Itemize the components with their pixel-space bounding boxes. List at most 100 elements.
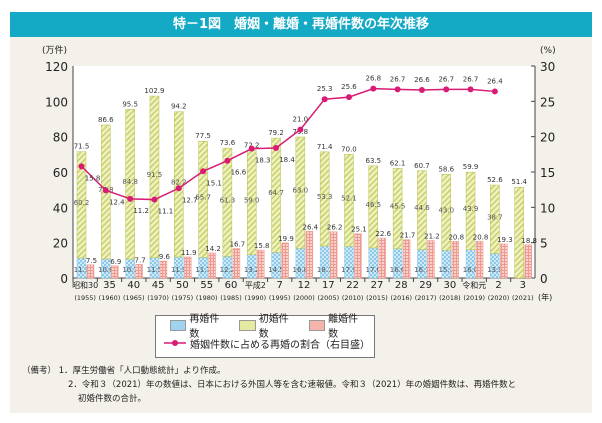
x-tick-label-western: (2019) — [463, 294, 485, 302]
ratio-label: 15.8 — [85, 174, 101, 182]
label-remarriage: 11.3 — [74, 266, 90, 274]
bar-first-marriage — [441, 174, 451, 251]
ratio-point — [394, 86, 401, 93]
ratio-point — [151, 196, 158, 203]
right-tick-label: 30 — [540, 60, 555, 74]
label-first-marriage: 46.5 — [365, 201, 381, 209]
label-divorce: 18.8 — [521, 237, 537, 245]
x-axis-unit: (年) — [538, 292, 552, 302]
label-marriage-total: 71.5 — [74, 143, 90, 151]
bar-first-marriage — [392, 168, 403, 249]
x-tick-label: 17 — [322, 280, 335, 291]
right-tick-label: 10 — [540, 201, 555, 215]
ratio-label: 15.1 — [206, 179, 222, 187]
ratio-label: 21.0 — [293, 116, 309, 124]
bar-divorce — [354, 233, 362, 279]
bar-first-marriage — [125, 109, 135, 260]
label-first-marriage: 45.5 — [390, 202, 406, 210]
x-tick-label: 3 — [520, 280, 526, 291]
label-marriage-total: 60.7 — [414, 162, 430, 170]
label-first-marriage: 63.0 — [293, 187, 309, 195]
bar-divorce — [451, 241, 459, 279]
right-tick-label: 0 — [540, 272, 548, 286]
bar-divorce — [135, 264, 143, 279]
right-tick-label: 20 — [540, 131, 555, 145]
bar-first-marriage — [417, 170, 427, 250]
bar-divorce — [378, 237, 387, 279]
label-first-marriage: 59.0 — [244, 197, 260, 205]
bar-first-marriage — [368, 165, 379, 249]
label-divorce: 11.9 — [181, 249, 197, 257]
bar-divorce — [500, 243, 508, 279]
label-first-marriage: 38.7 — [487, 213, 503, 221]
label-marriage-total: 102.9 — [144, 87, 164, 95]
label-remarriage: 16.0 — [463, 266, 479, 274]
left-axis-unit: (万件) — [42, 44, 67, 56]
label-remarriage: 16.1 — [414, 266, 430, 274]
label-marriage-total: 86.6 — [98, 116, 114, 124]
label-first-marriage: 84.8 — [122, 178, 138, 186]
ratio-point — [321, 96, 328, 103]
bar-divorce — [208, 252, 216, 279]
x-tick-label: 55 — [200, 280, 213, 291]
bar-divorce — [305, 231, 314, 279]
label-divorce: 20.8 — [448, 233, 464, 241]
ratio-point — [467, 86, 474, 93]
ratio-point — [175, 185, 182, 192]
label-remarriage: 11.5 — [147, 266, 163, 274]
label-divorce: 26.2 — [327, 224, 343, 232]
label-divorce: 14.2 — [205, 245, 221, 253]
x-tick-label-western: (2017) — [415, 294, 437, 302]
label-first-marriage: 60.2 — [74, 199, 90, 207]
ratio-point — [224, 157, 231, 164]
label-remarriage: 11.9 — [171, 266, 187, 274]
label-first-marriage: 65.7 — [195, 193, 211, 201]
label-divorce: 25.1 — [351, 226, 367, 234]
x-tick-label: 30 — [444, 280, 457, 291]
label-marriage-total: 58.6 — [438, 165, 454, 173]
figure-title: 特－1図 婚姻・離婚・再婚件数の年次推移 — [10, 12, 592, 37]
ratio-label: 26.7 — [390, 75, 406, 83]
x-tick-label-western: (2018) — [439, 294, 461, 302]
label-marriage-total: 94.2 — [171, 103, 187, 111]
right-tick-label: 15 — [540, 166, 555, 180]
label-divorce: 19.9 — [278, 235, 294, 243]
ratio-point — [248, 145, 255, 152]
label-divorce: 16.7 — [230, 240, 246, 248]
label-remarriage: 14.5 — [268, 266, 284, 274]
bar-divorce — [402, 239, 411, 279]
bar-first-marriage — [198, 141, 208, 258]
x-tick-label-western: (1985) — [220, 294, 242, 302]
label-first-marriage: 82.2 — [171, 178, 187, 186]
ratio-point — [78, 163, 85, 170]
label-divorce: 22.6 — [375, 230, 391, 238]
x-tick-label: 12 — [298, 280, 311, 291]
label-remarriage: 18.1 — [317, 266, 333, 274]
x-tick-label: 35 — [103, 280, 116, 291]
legend-item-ratio: 婚姻件数に占める再婚の割合（右目盛） — [156, 334, 374, 352]
label-marriage-total: 95.5 — [122, 100, 138, 108]
ratio-label: 26.7 — [438, 75, 454, 83]
label-first-marriage: 43.9 — [463, 205, 479, 213]
ratio-line — [80, 87, 495, 201]
label-divorce: 26.4 — [303, 223, 319, 231]
bar-divorce — [524, 244, 532, 279]
x-tick-label: 平成2 — [245, 280, 266, 290]
x-tick-label: 2 — [495, 280, 501, 291]
right-tick-label: 5 — [540, 237, 548, 251]
label-marriage-total: 70.0 — [341, 145, 357, 153]
label-remarriage: 15.7 — [438, 266, 454, 274]
ratio-label: 25.3 — [317, 85, 333, 93]
ratio-point — [127, 195, 134, 202]
bar-divorce — [86, 264, 95, 279]
ratio-label: 26.6 — [414, 76, 430, 84]
bar-first-marriage — [222, 147, 233, 257]
ratio-label: 11.1 — [158, 208, 174, 216]
x-tick-label-western: (1955) — [74, 294, 96, 302]
x-tick-label: 22 — [346, 280, 359, 291]
x-tick-label-western: (1965) — [123, 294, 145, 302]
x-tick-label: 45 — [152, 280, 165, 291]
x-tick-label-western: (2020) — [488, 294, 510, 302]
label-divorce: 21.2 — [424, 233, 440, 241]
label-marriage-total: 62.1 — [390, 159, 406, 167]
